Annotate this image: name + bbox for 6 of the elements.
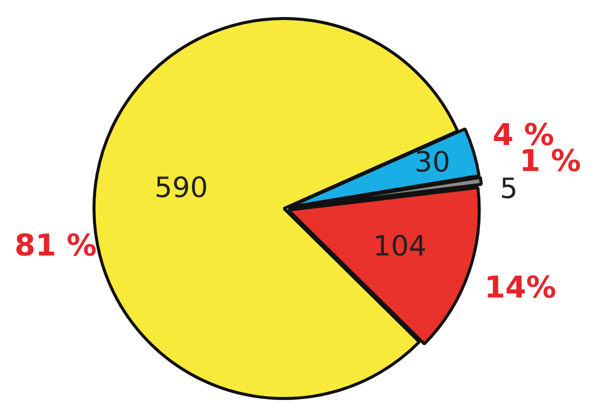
- text: 14%: [484, 270, 556, 306]
- text: 81 %: [14, 228, 97, 264]
- data-label: 104: [373, 230, 427, 263]
- data-label: 590: [154, 171, 208, 204]
- data-label: 5: [500, 172, 518, 206]
- data-label: 30: [414, 145, 450, 178]
